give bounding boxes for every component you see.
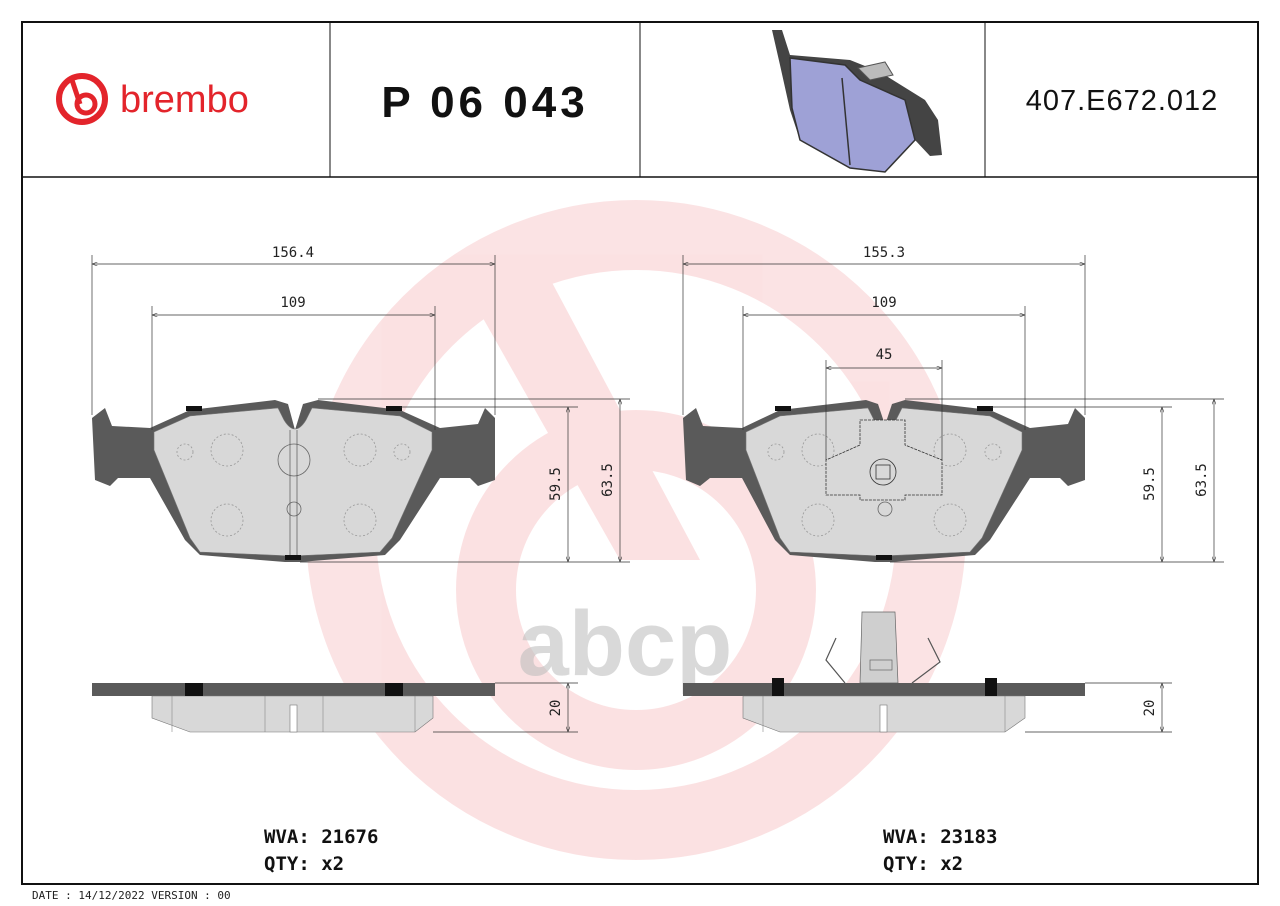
right-pad-side-view — [683, 611, 1085, 733]
left-width-dim: 156.4 — [272, 245, 314, 261]
abcp-watermark: abcp — [518, 593, 733, 695]
right-pad-dimensions — [682, 255, 1224, 733]
brand-name: brembo — [120, 79, 249, 121]
right-qty: QTY: x2 — [883, 853, 963, 875]
right-height-dim-2: 63.5 — [1194, 463, 1210, 497]
left-pad-side-view — [92, 683, 495, 733]
right-width-dim: 155.3 — [863, 245, 905, 261]
left-qty: QTY: x2 — [264, 853, 344, 875]
right-pad-front-view — [683, 400, 1085, 562]
left-inner-dim: 109 — [280, 295, 305, 311]
right-height-dim-1: 59.5 — [1142, 467, 1158, 501]
left-thickness-dim: 20 — [548, 700, 564, 717]
right-wva: WVA: 23183 — [883, 826, 997, 848]
left-pad-dimensions — [91, 255, 630, 733]
left-pad-front-view — [92, 400, 495, 562]
reference-code: 407.E672.012 — [1026, 85, 1219, 117]
brake-pad-thumbnail — [772, 30, 942, 173]
left-height-dim-1: 59.5 — [548, 467, 564, 501]
part-number: P 06 043 — [381, 78, 588, 127]
right-thickness-dim: 20 — [1142, 700, 1158, 717]
right-inner-dim: 109 — [871, 295, 896, 311]
date-version: DATE : 14/12/2022 VERSION : 00 — [32, 889, 231, 902]
left-wva: WVA: 21676 — [264, 826, 378, 848]
brembo-logo: brembo — [56, 73, 249, 125]
right-sensor-dim: 45 — [876, 347, 893, 363]
left-height-dim-2: 63.5 — [600, 463, 616, 497]
